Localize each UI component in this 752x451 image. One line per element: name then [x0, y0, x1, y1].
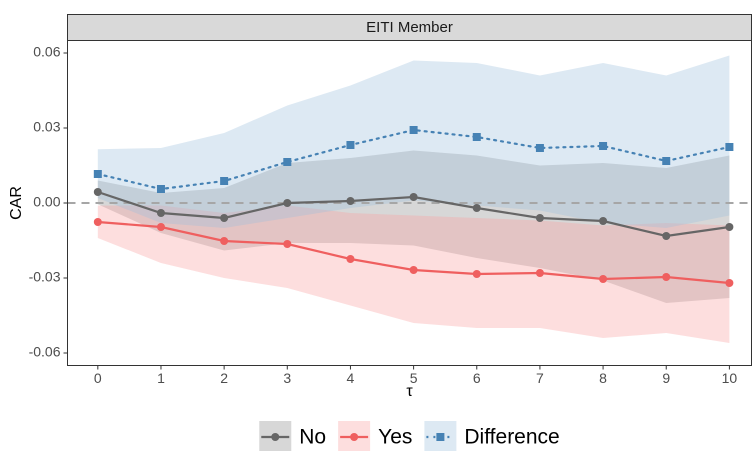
marker	[472, 270, 481, 278]
y-axis-title: CAR	[8, 186, 25, 220]
marker	[156, 223, 165, 231]
marker	[409, 193, 418, 201]
x-tick-label: 1	[157, 370, 165, 386]
marker	[599, 275, 608, 283]
y-tick-label: 0.03	[33, 119, 60, 135]
marker	[725, 143, 734, 151]
marker	[725, 223, 734, 231]
legend-item: Yes	[338, 421, 412, 451]
x-tick-label: 7	[536, 370, 544, 386]
marker	[93, 188, 102, 196]
marker	[93, 218, 102, 226]
marker	[220, 237, 229, 245]
marker	[472, 133, 481, 141]
marker	[350, 433, 359, 441]
marker	[409, 266, 418, 274]
marker	[662, 232, 671, 240]
x-tick-label: 2	[220, 370, 228, 386]
marker	[93, 170, 102, 178]
y-tick-label: -0.06	[29, 344, 61, 360]
marker	[346, 141, 355, 149]
marker	[283, 158, 292, 166]
legend-label: Yes	[378, 426, 412, 449]
marker	[220, 177, 229, 185]
confidence-band	[97, 55, 730, 228]
marker	[346, 255, 355, 263]
x-axis-title: τ	[406, 383, 413, 400]
confidence-band	[97, 205, 730, 343]
legend-label: No	[299, 426, 326, 449]
panel-title: EITI Member	[366, 19, 453, 36]
legend-item: Difference	[424, 421, 560, 451]
confidence-band	[97, 150, 730, 303]
marker	[662, 273, 671, 281]
marker	[599, 142, 608, 150]
marker	[271, 433, 280, 441]
lines	[93, 126, 734, 287]
marker	[346, 197, 355, 205]
marker	[599, 217, 608, 225]
marker	[535, 144, 544, 152]
x-tick-label: 3	[283, 370, 291, 386]
marker	[535, 269, 544, 277]
legend-item: No	[259, 421, 326, 451]
marker	[662, 157, 671, 165]
x-tick-label: 4	[347, 370, 355, 386]
bands	[67, 40, 752, 366]
x-tick-label: 9	[662, 370, 670, 386]
y-tick-label: 0.00	[33, 194, 60, 210]
marker	[436, 433, 445, 441]
marker	[725, 279, 734, 287]
panel-strip	[67, 14, 752, 41]
x-tick-label: 6	[473, 370, 481, 386]
y-tick-label: -0.03	[29, 269, 61, 285]
x-tick-label: 5	[410, 370, 418, 386]
marker	[472, 204, 481, 212]
y-tick-label: 0.06	[33, 44, 60, 60]
marker	[409, 126, 418, 134]
marker	[283, 240, 292, 248]
x-tick-label: 8	[599, 370, 607, 386]
marker	[156, 209, 165, 217]
marker	[535, 214, 544, 222]
marker	[220, 214, 229, 222]
marker	[283, 199, 292, 207]
axes: 0.06 0.03 0.00 -0.03 -0.06 0 1 2 3 4 5 6 7 8 9 10	[29, 40, 752, 386]
x-tick-label: 0	[94, 370, 102, 386]
legend: No Yes Difference	[259, 421, 560, 451]
marker	[156, 185, 165, 193]
legend-label: Difference	[464, 426, 559, 449]
x-tick-label: 10	[722, 370, 738, 386]
